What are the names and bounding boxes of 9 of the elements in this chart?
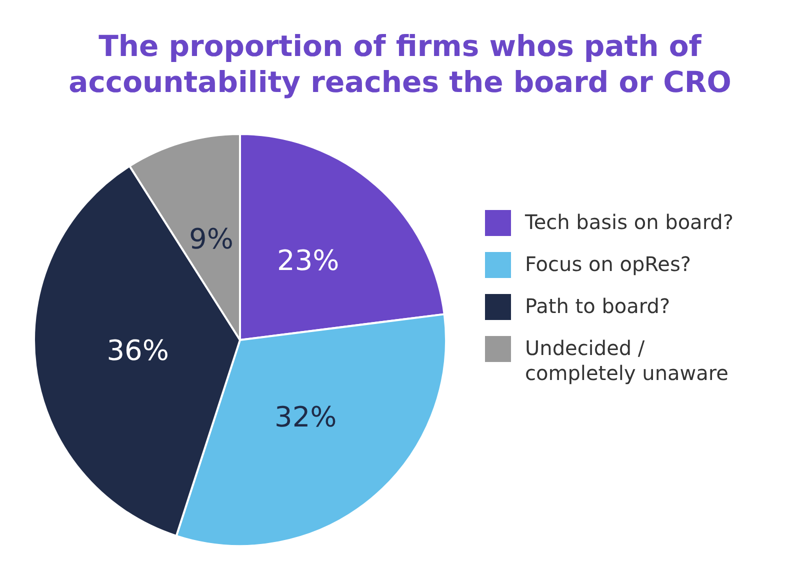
data-label: 9%: [189, 222, 234, 256]
legend-label: Path to board?: [525, 294, 670, 319]
chart-title: The proportion of firms whos path of accountability reaches the board or CRO: [68, 28, 732, 100]
data-label: 23%: [277, 244, 340, 278]
data-label: 36%: [106, 334, 169, 368]
legend-label: Undecided / completely unaware: [525, 336, 730, 386]
data-label: 32%: [274, 400, 337, 434]
legend-label: Tech basis on board?: [525, 210, 734, 235]
legend-label: Focus on opRes?: [525, 252, 692, 277]
